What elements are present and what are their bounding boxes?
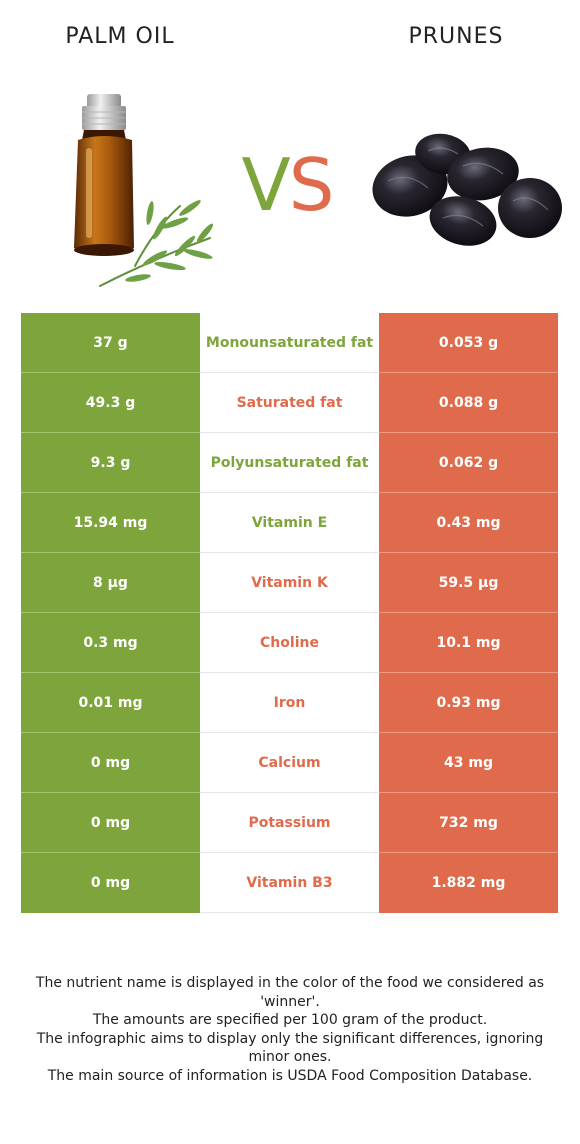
right-value: 43 mg: [379, 733, 558, 793]
table-row: 49.3 g Saturated fat 0.088 g: [21, 373, 558, 433]
left-food-title: PALM OIL: [65, 24, 175, 49]
left-value: 37 g: [21, 313, 200, 373]
left-value: 0.01 mg: [21, 673, 200, 733]
table-row: 37 g Monounsaturated fat 0.053 g: [21, 313, 558, 373]
left-value: 9.3 g: [21, 433, 200, 493]
left-value: 0.3 mg: [21, 613, 200, 673]
nutrient-name: Monounsaturated fat: [200, 313, 379, 373]
table-row: 8 µg Vitamin K 59.5 µg: [21, 553, 558, 613]
table-row: 9.3 g Polyunsaturated fat 0.062 g: [21, 433, 558, 493]
table-row: 0 mg Potassium 732 mg: [21, 793, 558, 853]
footer-line-3: The infographic aims to display only the…: [36, 1030, 544, 1066]
right-value: 59.5 µg: [379, 553, 558, 613]
footer-line-1: The nutrient name is displayed in the co…: [35, 975, 545, 1010]
table-row: 0.3 mg Choline 10.1 mg: [21, 613, 558, 673]
nutrient-name: Vitamin E: [200, 493, 379, 553]
left-value: 0 mg: [21, 733, 200, 793]
nutrient-name: Choline: [200, 613, 379, 673]
nutrient-name: Calcium: [200, 733, 379, 793]
nutrient-name: Potassium: [200, 793, 379, 853]
right-value: 0.062 g: [379, 433, 558, 493]
nutrient-name: Vitamin K: [200, 553, 379, 613]
footer-notes: The nutrient name is displayed in the co…: [20, 974, 560, 1085]
right-value: 0.053 g: [379, 313, 558, 373]
prunes-image: [372, 133, 562, 246]
right-value: 0.43 mg: [379, 493, 558, 553]
left-value: 8 µg: [21, 553, 200, 613]
right-value: 732 mg: [379, 793, 558, 853]
table-row: 0 mg Vitamin B3 1.882 mg: [21, 853, 558, 913]
table-row: 0 mg Calcium 43 mg: [21, 733, 558, 793]
right-value: 0.93 mg: [379, 673, 558, 733]
nutrient-name: Iron: [200, 673, 379, 733]
vs-s: S: [288, 143, 335, 227]
comparison-table: 37 g Monounsaturated fat 0.053 g 49.3 g Satu…: [21, 313, 558, 913]
palm-oil-image: [74, 94, 214, 287]
right-value: 10.1 mg: [379, 613, 558, 673]
left-value: 15.94 mg: [21, 493, 200, 553]
footer-line-4: The main source of information is USDA F…: [47, 1067, 533, 1084]
right-value: 1.882 mg: [379, 853, 558, 913]
vs-label: VS: [222, 140, 352, 230]
left-value: 49.3 g: [21, 373, 200, 433]
left-value: 0 mg: [21, 793, 200, 853]
footer-line-2: The amounts are specified per 100 gram o…: [92, 1012, 488, 1028]
right-value: 0.088 g: [379, 373, 558, 433]
nutrient-name: Saturated fat: [200, 373, 379, 433]
vs-v: V: [241, 143, 291, 227]
table-row: 15.94 mg Vitamin E 0.43 mg: [21, 493, 558, 553]
table-row: 0.01 mg Iron 0.93 mg: [21, 673, 558, 733]
right-food-title: PRUNES: [408, 24, 504, 49]
nutrient-name: Vitamin B3: [200, 853, 379, 913]
left-value: 0 mg: [21, 853, 200, 913]
nutrient-name: Polyunsaturated fat: [200, 433, 379, 493]
